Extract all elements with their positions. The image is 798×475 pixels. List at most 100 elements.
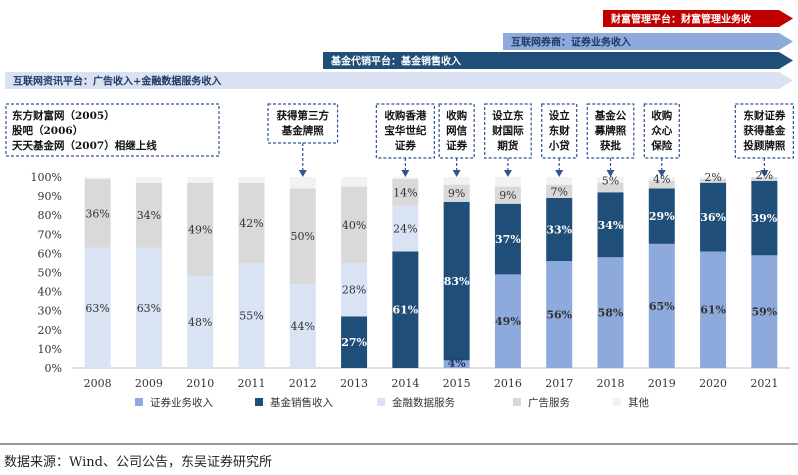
- y-tick-label: 100%: [31, 171, 62, 184]
- data-label: 61%: [700, 304, 726, 317]
- platform-arrow-label: 财富管理平台：财富管理业务收: [610, 13, 751, 26]
- x-tick-label: 2013: [340, 377, 368, 390]
- bar-segment-基金销售收入: [392, 251, 419, 368]
- bar-segment-证券业务收入: [751, 255, 778, 368]
- callout-box-2021: [734, 103, 794, 159]
- data-label: 65%: [649, 300, 675, 313]
- data-label: 9%: [448, 187, 465, 200]
- data-label: 50%: [291, 230, 315, 243]
- bar-segment-金融数据服务: [289, 283, 316, 368]
- callout-text: 小贷: [548, 139, 570, 152]
- data-label: 59%: [751, 306, 777, 319]
- data-label: 27%: [341, 336, 367, 349]
- callout-text: 设立: [549, 109, 570, 122]
- data-label: 49%: [495, 315, 521, 328]
- callout-text: 财国际: [491, 124, 524, 137]
- x-tick-label: 2014: [391, 377, 419, 390]
- legend-swatch: [377, 398, 385, 406]
- platform-arrow-1: [603, 10, 793, 27]
- platform-arrow-label: 互联网资讯平台：广告收入+金融数据服务收入: [13, 75, 221, 88]
- callout-text: 基金牌照: [281, 124, 324, 137]
- callout-text: 证券: [395, 139, 416, 152]
- callout-text: 投顾牌照: [743, 139, 785, 152]
- bar-segment-其他: [700, 177, 727, 179]
- legend-label: 其他: [628, 396, 649, 409]
- callout-arrowhead: [606, 170, 615, 177]
- data-label: 29%: [649, 210, 675, 223]
- bar-segment-基金销售收入: [341, 316, 368, 368]
- bar-segment-基金销售收入: [751, 180, 778, 256]
- callout-text: 宝华世纪: [384, 124, 426, 137]
- bar-segment-金融数据服务: [392, 205, 419, 252]
- data-label: 56%: [546, 309, 572, 322]
- data-label: 44%: [291, 320, 315, 333]
- y-tick-label: 70%: [38, 228, 62, 241]
- callout-text: 收购: [446, 109, 467, 122]
- x-tick-label: 2017: [545, 377, 573, 390]
- data-label: 14%: [393, 186, 417, 199]
- x-tick-label: 2019: [648, 377, 676, 390]
- bar-segment-广告服务: [700, 178, 727, 183]
- x-tick-label: 2010: [186, 377, 214, 390]
- legend-swatch: [513, 398, 521, 406]
- platform-arrow-3: [323, 52, 793, 69]
- data-label: 24%: [393, 223, 417, 236]
- y-tick-label: 60%: [38, 247, 62, 260]
- legend-label: 基金销售收入: [270, 396, 333, 409]
- callout-text: 保险: [650, 139, 672, 152]
- callout-text: 获得第三方: [277, 109, 330, 122]
- bar-segment-广告服务: [751, 177, 778, 181]
- bar-segment-广告服务: [648, 180, 675, 189]
- callout-text: 东财证券: [743, 109, 785, 122]
- callout-arrowhead: [401, 170, 410, 177]
- y-tick-label: 30%: [38, 305, 62, 318]
- data-label: 34%: [598, 219, 624, 232]
- callout-text: 募牌照: [594, 124, 627, 137]
- callout-arrowhead: [452, 170, 461, 177]
- x-tick-label: 2008: [84, 377, 112, 390]
- bar-segment-广告服务: [392, 178, 419, 206]
- bar-segment-广告服务: [597, 182, 624, 193]
- bar-segment-其他: [392, 177, 419, 179]
- bar-segment-其他: [494, 177, 521, 187]
- bar-segment-广告服务: [135, 182, 162, 248]
- bar-segment-其他: [238, 177, 265, 183]
- bar-segment-基金销售收入: [546, 198, 573, 262]
- data-label: 58%: [598, 307, 624, 320]
- bar-segment-其他: [289, 177, 316, 189]
- callout-box-2016: [484, 103, 532, 159]
- callout-box-2012: [267, 103, 339, 144]
- x-tick-label: 2021: [750, 377, 778, 390]
- callout-text: 期货: [497, 139, 518, 152]
- bar-segment-金融数据服务: [84, 247, 111, 368]
- data-label: 40%: [342, 219, 366, 232]
- legend-label: 广告服务: [528, 396, 570, 409]
- y-tick-label: 80%: [38, 209, 62, 222]
- bar-segment-证券业务收入: [700, 251, 727, 368]
- callout-arrowhead: [298, 170, 307, 177]
- bar-segment-基金销售收入: [648, 188, 675, 244]
- x-tick-label: 2009: [135, 377, 163, 390]
- data-label: 42%: [239, 217, 263, 230]
- callout-box-2018: [586, 103, 635, 159]
- y-tick-label: 40%: [38, 286, 62, 299]
- callout-text: 网信: [446, 124, 467, 137]
- callout-text: 设立东: [492, 109, 524, 122]
- bar-segment-其他: [135, 177, 162, 183]
- data-label: 33%: [546, 224, 572, 237]
- callout-text: 东方财富网（2005）: [12, 109, 115, 122]
- data-label: 9%: [499, 189, 516, 202]
- data-label: 55%: [239, 309, 263, 322]
- data-label: 2%: [756, 169, 773, 182]
- data-label: 63%: [137, 302, 161, 315]
- bar-segment-其他: [341, 177, 368, 187]
- y-tick-label: 50%: [38, 267, 62, 280]
- bar-segment-基金销售收入: [494, 203, 521, 275]
- bar-segment-广告服务: [341, 186, 368, 263]
- data-label: 61%: [392, 304, 418, 317]
- source-note: 数据来源：Wind、公司公告，东吴证券研究所: [4, 455, 272, 470]
- y-tick-label: 0%: [45, 362, 62, 375]
- legend-label: 金融数据服务: [392, 396, 455, 409]
- callout-text: 股吧（2006）: [12, 124, 83, 137]
